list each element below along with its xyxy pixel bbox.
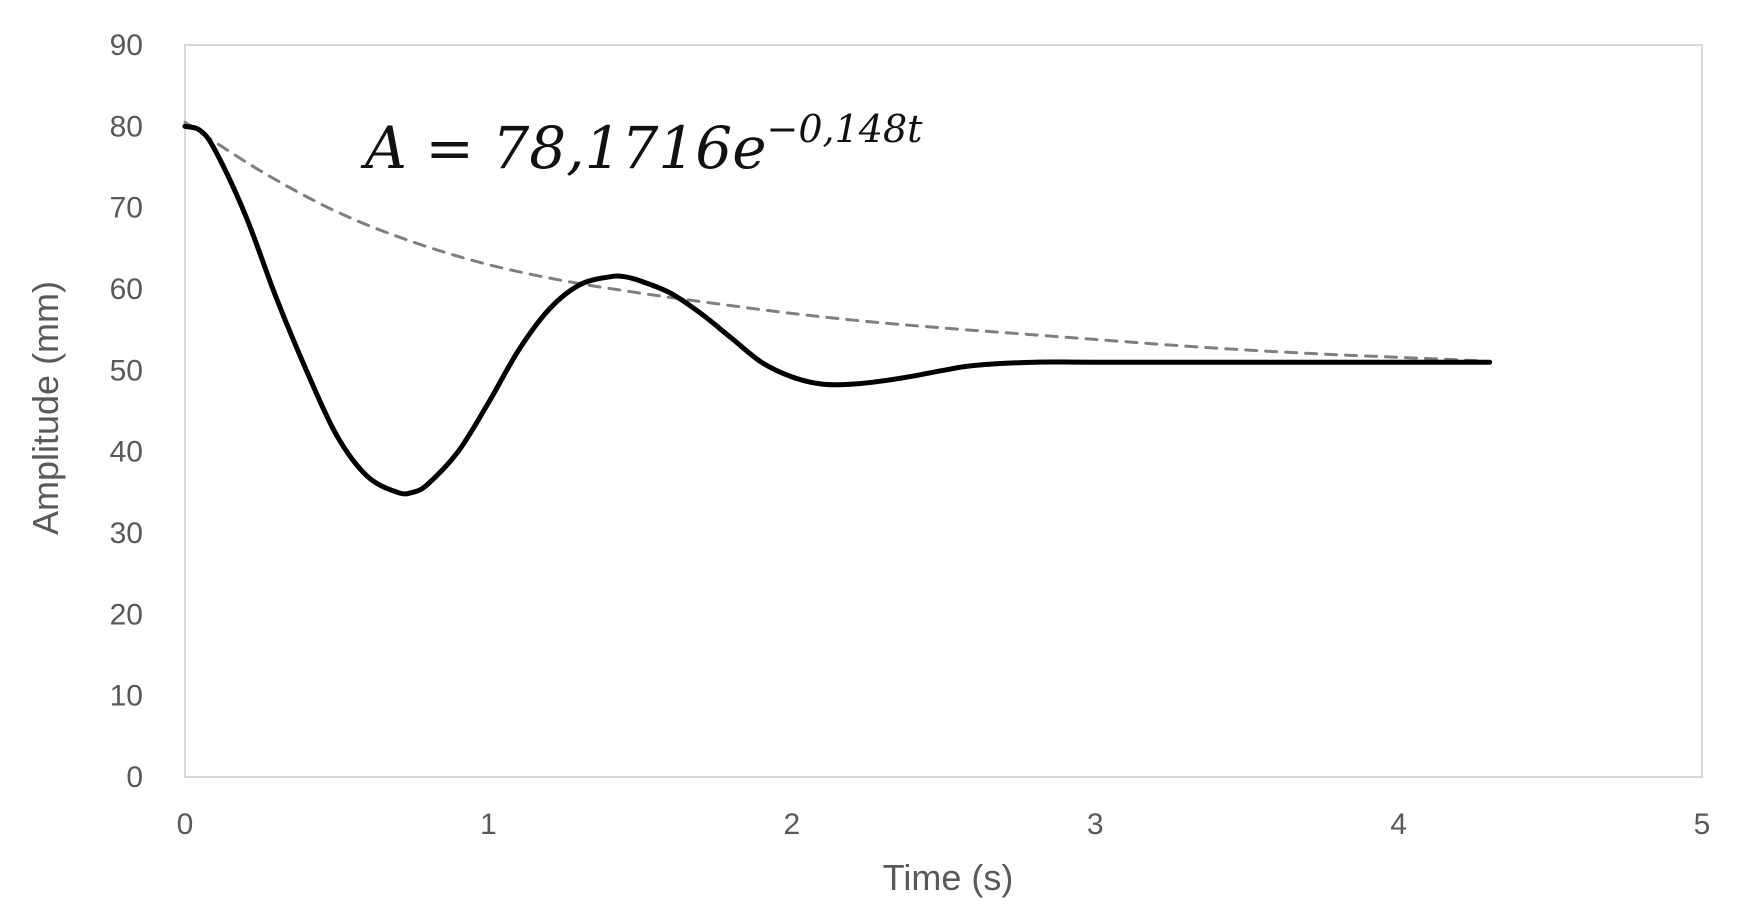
y-tick-label: 90 [110,29,143,62]
x-tick-label: 4 [1390,808,1407,841]
y-tick-label: 80 [110,110,143,143]
y-tick-label: 10 [110,680,143,713]
x-tick-label: 5 [1694,808,1711,841]
series-layer [182,120,1493,497]
amplitude-response-line [182,123,1493,497]
plot-area-frame [184,44,1703,778]
x-tick-label: 2 [783,808,800,841]
x-axis-ticks: 0 1 2 3 4 5 [177,808,1711,841]
equation-base: e [732,114,766,182]
x-axis-title: Time (s) [883,857,1014,898]
y-tick-label: 30 [110,517,143,550]
decay-equation-annotation: A = 78,1716e−0,148t [360,107,923,182]
y-axis-ticks: 0 10 20 30 40 50 60 70 80 90 [110,29,143,794]
y-tick-label: 60 [110,273,143,306]
y-tick-label: 50 [110,354,143,387]
y-axis-title: Amplitude (mm) [25,281,66,535]
exponential-envelope-line [183,120,1492,364]
equation-main: A = 78,1716 [360,114,732,182]
y-tick-label: 40 [110,436,143,469]
y-tick-label: 70 [110,192,143,225]
y-tick-label: 0 [126,761,143,794]
x-tick-label: 1 [480,808,497,841]
equation-exponent: −0,148t [767,107,924,151]
x-tick-label: 0 [177,808,194,841]
x-tick-label: 3 [1087,808,1104,841]
y-tick-label: 20 [110,598,143,631]
